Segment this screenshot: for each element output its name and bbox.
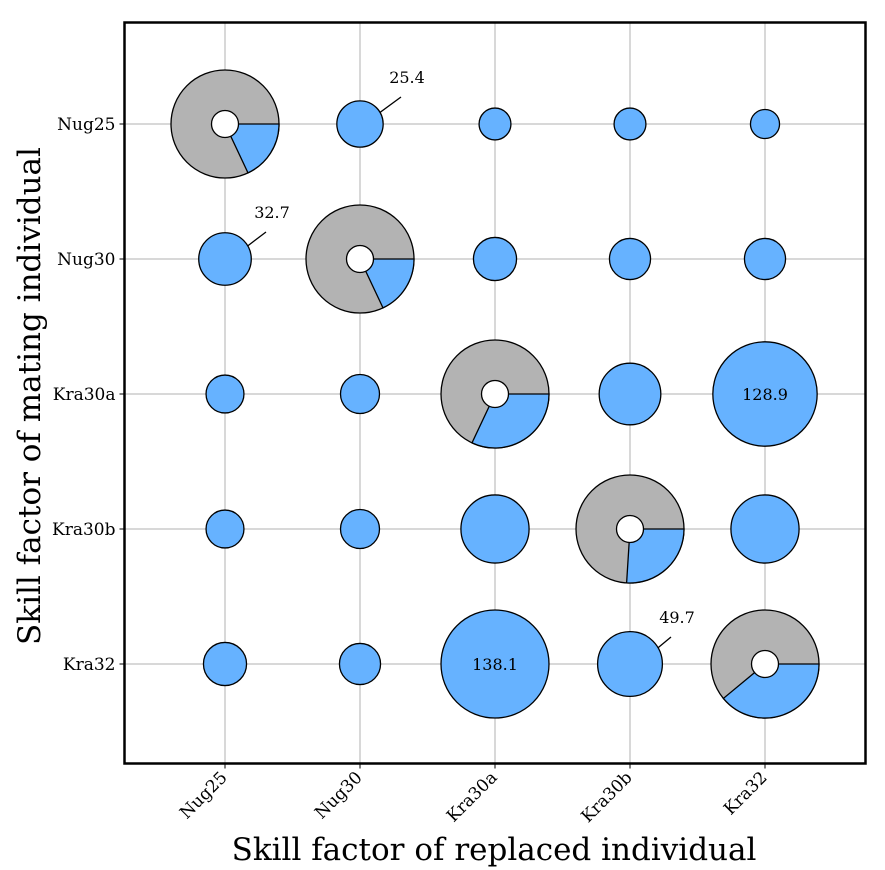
leader-line [379,96,402,113]
pie-hole-Kra32 [750,649,780,679]
bubble-Kra32-Nug30 [338,642,382,686]
bubble-Nug25-Kra30b [613,107,647,141]
value-label: 49.7 [659,608,695,627]
bubble-Nug25-Nug30 [336,100,384,148]
bubble-Kra30b-Kra30a [460,494,530,564]
value-label: 25.4 [389,68,425,87]
pie-hole-Nug25 [210,109,240,139]
pie-hole-Nug30 [345,244,375,274]
bubble-Nug30-Kra30b [608,237,652,281]
y-tick-label: Nug25 [57,115,115,135]
value-label: 138.1 [472,655,518,674]
pie-hole-Kra30b [615,514,645,544]
bubble-Nug30-Kra32 [743,237,787,281]
bubble-Kra30b-Kra32 [730,494,800,564]
value-label: 128.9 [742,385,788,404]
bubble-Nug25-Kra30a [478,107,512,141]
y-tick-label: Kra30a [53,385,116,405]
bubble-Kra32-Kra30b [596,630,664,698]
x-tick-label: Nug30 [311,768,366,823]
bubble-Kra30b-Nug30 [339,508,381,550]
pie-wedge-Nug25 [223,123,280,174]
x-axis-label: Skill factor of replaced individual [232,832,757,868]
value-label: 32.7 [254,203,290,222]
annotations: 25.4 32.7 128.9 138.1 49.7 [247,68,788,674]
bubble-Nug30-Nug25 [198,232,252,286]
bubble-Kra32-Kra30a [440,609,550,719]
bubble-Kra32-Nug25 [202,641,248,687]
pie-hole-Kra30a [480,379,510,409]
axis-ticks: Nug25 Nug30 Kra30a Kra30b Kra32 Nug25 Nug30 Kra… [52,115,772,827]
y-axis-label: Skill factor of mating individual [12,147,48,645]
leader-line [247,231,267,247]
pie-wedge-Kra32 [722,663,820,719]
bubble-Kra30a-Kra32 [712,341,818,447]
x-tick-label: Nug25 [176,768,231,823]
pie-wedge-Nug30 [358,258,415,309]
bubble-Kra30a-Kra30b [598,362,662,426]
bubble-Nug25-Kra32 [749,108,781,140]
x-tick-label: Kra32 [720,768,771,819]
x-tick-label: Kra30a [443,768,502,827]
leader-line [657,636,672,649]
bubble-Nug30-Kra30a [472,236,518,282]
bubble-Kra30a-Nug30 [339,373,381,415]
bubble-Kra30a-Nug25 [205,374,245,414]
pie-wedge-Kra30b [625,528,685,584]
x-tick-label: Kra30b [578,768,637,827]
y-tick-label: Nug30 [57,250,115,270]
y-tick-label: Kra32 [63,655,116,675]
chart-marks [170,69,820,719]
y-tick-label: Kra30b [52,520,116,540]
bubble-Kra30b-Nug25 [205,509,245,549]
